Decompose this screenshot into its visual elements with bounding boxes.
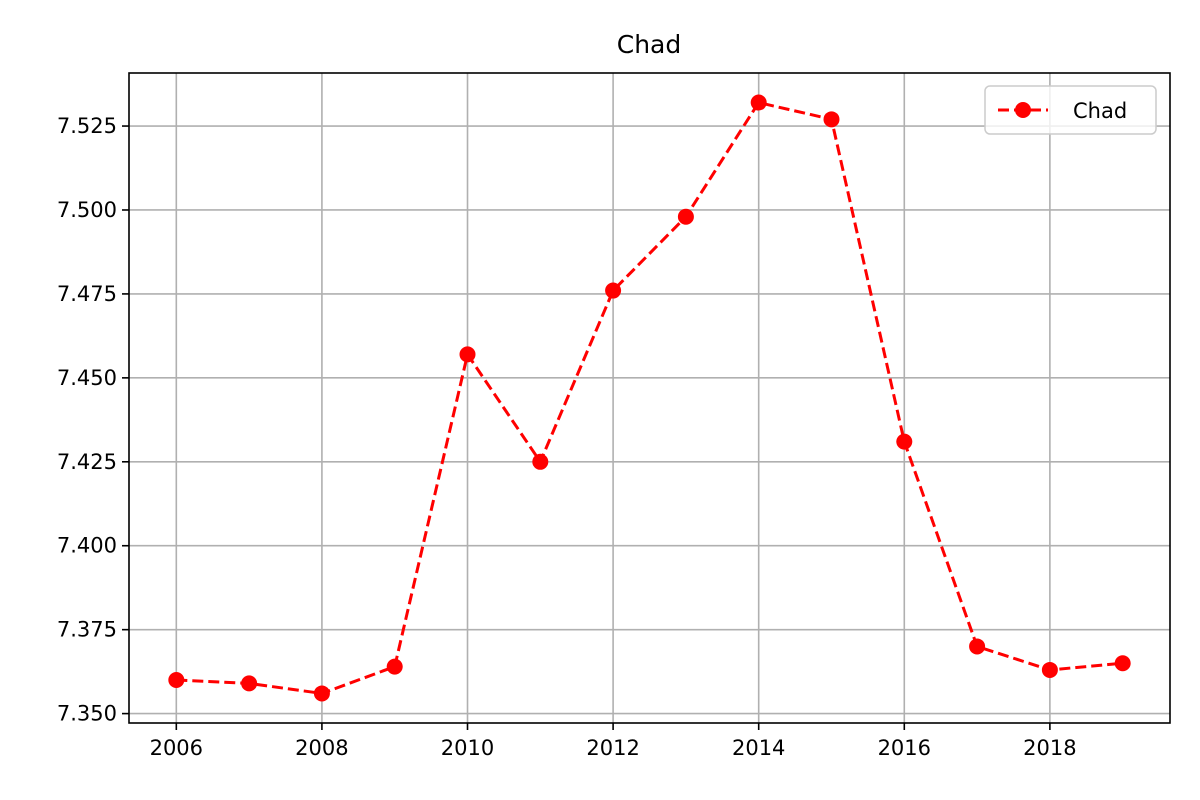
data-point bbox=[969, 638, 986, 655]
y-tick-label: 7.350 bbox=[57, 702, 117, 726]
legend: Chad bbox=[984, 85, 1157, 135]
y-tick-label: 7.400 bbox=[57, 534, 117, 558]
x-tick-label: 2010 bbox=[441, 736, 494, 760]
x-tick-label: 2018 bbox=[1023, 736, 1076, 760]
series-layer bbox=[168, 94, 1131, 702]
data-point bbox=[750, 94, 767, 111]
legend-label: Chad bbox=[1073, 99, 1127, 123]
data-point bbox=[386, 658, 403, 675]
data-point bbox=[677, 208, 694, 225]
axis-ticks: 2006 2008 2010 2012 2014 2016 2018 7.350 7.375 7.… bbox=[57, 114, 1077, 760]
chart-title: Chad bbox=[617, 30, 682, 59]
legend-box bbox=[984, 85, 1157, 135]
x-tick-label: 2016 bbox=[878, 736, 931, 760]
data-point bbox=[1041, 661, 1058, 678]
plot-frame bbox=[128, 72, 1171, 724]
x-tick-label: 2014 bbox=[732, 736, 785, 760]
y-tick-label: 7.525 bbox=[57, 114, 117, 138]
data-point bbox=[896, 433, 913, 450]
data-point bbox=[313, 685, 330, 702]
legend-marker bbox=[1015, 102, 1031, 118]
data-point bbox=[241, 675, 258, 692]
y-tick-label: 7.450 bbox=[57, 366, 117, 390]
data-point bbox=[532, 453, 549, 470]
y-tick-label: 7.475 bbox=[57, 282, 117, 306]
grid bbox=[129, 73, 1170, 723]
data-point bbox=[1114, 655, 1131, 672]
data-point bbox=[459, 346, 476, 363]
y-tick-label: 7.500 bbox=[57, 198, 117, 222]
data-point bbox=[605, 282, 622, 299]
x-tick-label: 2008 bbox=[295, 736, 348, 760]
x-tick-label: 2006 bbox=[150, 736, 203, 760]
x-tick-label: 2012 bbox=[586, 736, 639, 760]
data-point bbox=[168, 672, 185, 689]
y-tick-label: 7.425 bbox=[57, 450, 117, 474]
y-tick-label: 7.375 bbox=[57, 618, 117, 642]
data-point bbox=[823, 111, 840, 128]
series-line bbox=[176, 101, 1123, 695]
